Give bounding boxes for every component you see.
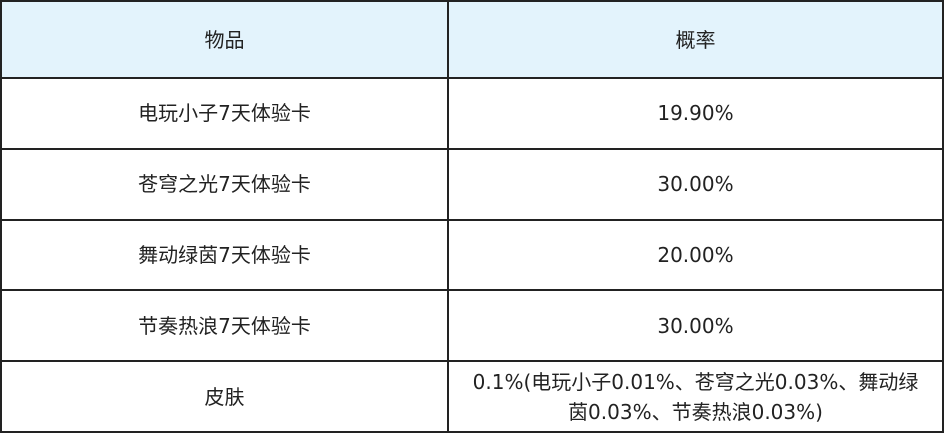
table-row: 电玩小子7天体验卡 19.90% (0, 77, 944, 150)
probability-cell: 19.90% (447, 77, 944, 150)
table-row: 皮肤 0.1%(电玩小子0.01%、苍穹之光0.03%、舞动绿茵0.03%、节奏… (0, 360, 944, 433)
header-item: 物品 (0, 0, 449, 79)
header-row: 物品 概率 (0, 0, 944, 79)
item-cell: 舞动绿茵7天体验卡 (0, 218, 449, 292)
probability-cell: 20.00% (447, 218, 944, 292)
table-row: 舞动绿茵7天体验卡 20.00% (0, 218, 944, 292)
header-probability: 概率 (447, 0, 944, 79)
table-row: 苍穹之光7天体验卡 30.00% (0, 147, 944, 221)
item-cell: 节奏热浪7天体验卡 (0, 289, 449, 363)
probability-cell: 30.00% (447, 147, 944, 221)
item-cell: 皮肤 (0, 360, 449, 433)
table-row: 节奏热浪7天体验卡 30.00% (0, 289, 944, 363)
probability-cell: 0.1%(电玩小子0.01%、苍穹之光0.03%、舞动绿茵0.03%、节奏热浪0… (447, 360, 944, 433)
probability-cell: 30.00% (447, 289, 944, 363)
item-cell: 苍穹之光7天体验卡 (0, 147, 449, 221)
item-cell: 电玩小子7天体验卡 (0, 77, 449, 150)
